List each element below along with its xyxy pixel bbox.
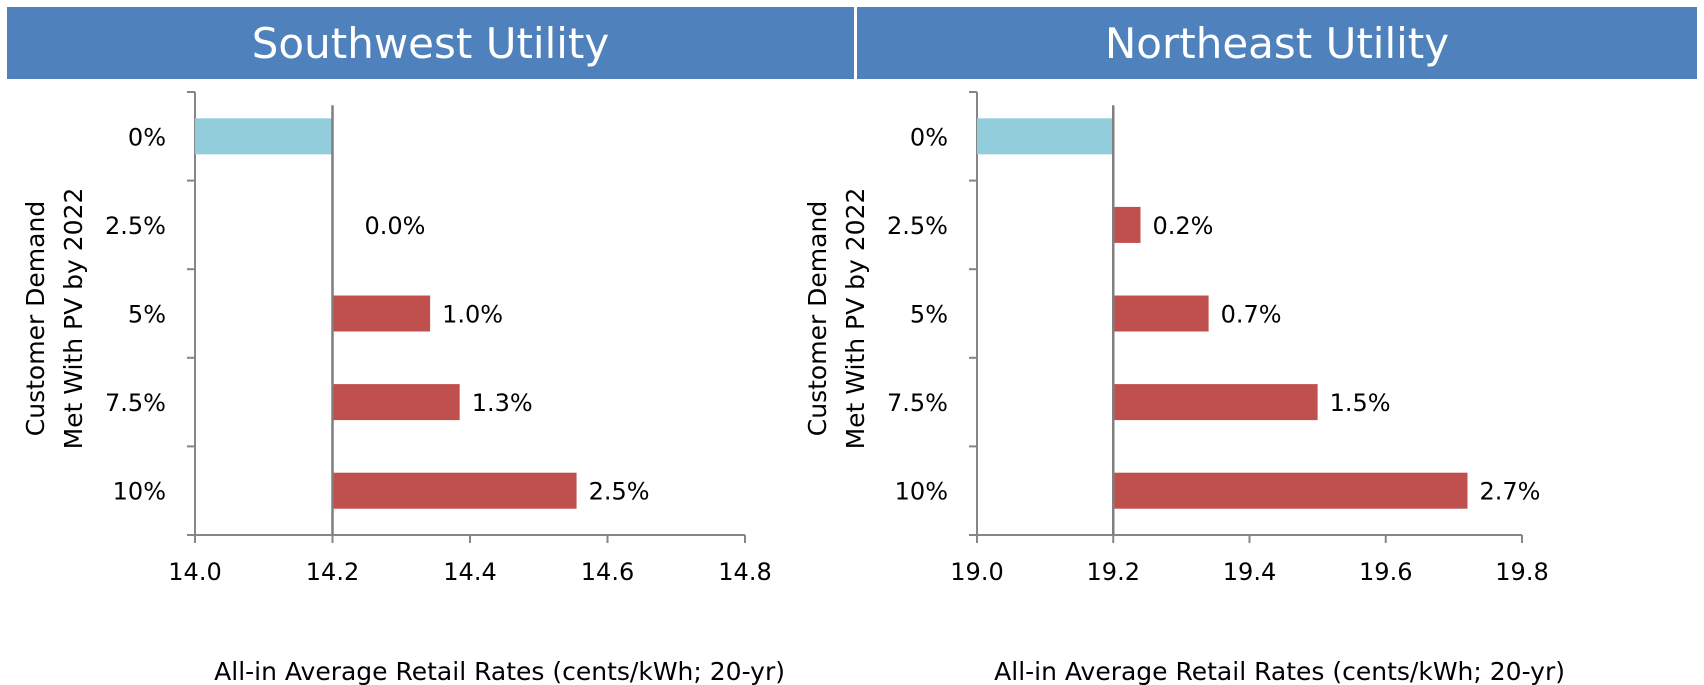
y-tick-label: 2.5% [105,212,166,240]
y-tick-label: 10% [895,478,948,506]
data-label: 1.3% [472,389,533,417]
panel-title-southwest: Southwest Utility [7,7,854,79]
bar-reference [977,118,1114,155]
y-axis-title-line: Met With PV by 2022 [59,188,88,450]
data-label: 2.7% [1480,478,1541,506]
x-tick-label: 19.4 [1223,558,1276,586]
x-tick-label: 14.4 [443,558,496,586]
panel-title-northeast: Northeast Utility [857,7,1697,79]
x-axis-title: All-in Average Retail Rates (cents/kWh; … [994,657,1565,685]
y-tick-label: 2.5% [887,212,948,240]
bar-increase [1113,206,1141,243]
y-tick-label: 10% [113,478,166,506]
data-label: 1.0% [442,301,503,329]
x-tick-label: 19.0 [950,558,1003,586]
y-tick-label: 0% [910,123,948,151]
bar-increase [1113,295,1209,332]
bar-increase [1113,384,1318,421]
x-tick-label: 19.2 [1087,558,1140,586]
y-tick-label: 5% [128,301,166,329]
y-axis-title-line: Met With PV by 2022 [841,188,870,450]
bar-increase [332,472,577,509]
x-tick-label: 14.0 [168,558,221,586]
x-tick-label: 19.6 [1359,558,1412,586]
y-tick-label: 7.5% [105,389,166,417]
x-tick-label: 19.8 [1495,558,1548,586]
x-tick-label: 14.2 [306,558,359,586]
data-label: 1.5% [1330,389,1391,417]
y-tick-label: 0% [128,123,166,151]
data-label: 0.7% [1221,301,1282,329]
y-tick-label: 5% [910,301,948,329]
bar-reference [195,118,333,155]
data-label: 2.5% [589,478,650,506]
y-axis-title-line: Customer Demand [21,201,50,436]
x-axis-title: All-in Average Retail Rates (cents/kWh; … [214,657,785,685]
bar-increase [1113,472,1468,509]
bar-increase [332,384,460,421]
x-tick-label: 14.8 [718,558,771,586]
data-label: 0.0% [365,212,426,240]
x-tick-label: 14.6 [581,558,634,586]
data-label: 0.2% [1153,212,1214,240]
y-axis-title-line: Customer Demand [803,201,832,436]
y-tick-label: 7.5% [887,389,948,417]
bar-increase [332,295,431,332]
